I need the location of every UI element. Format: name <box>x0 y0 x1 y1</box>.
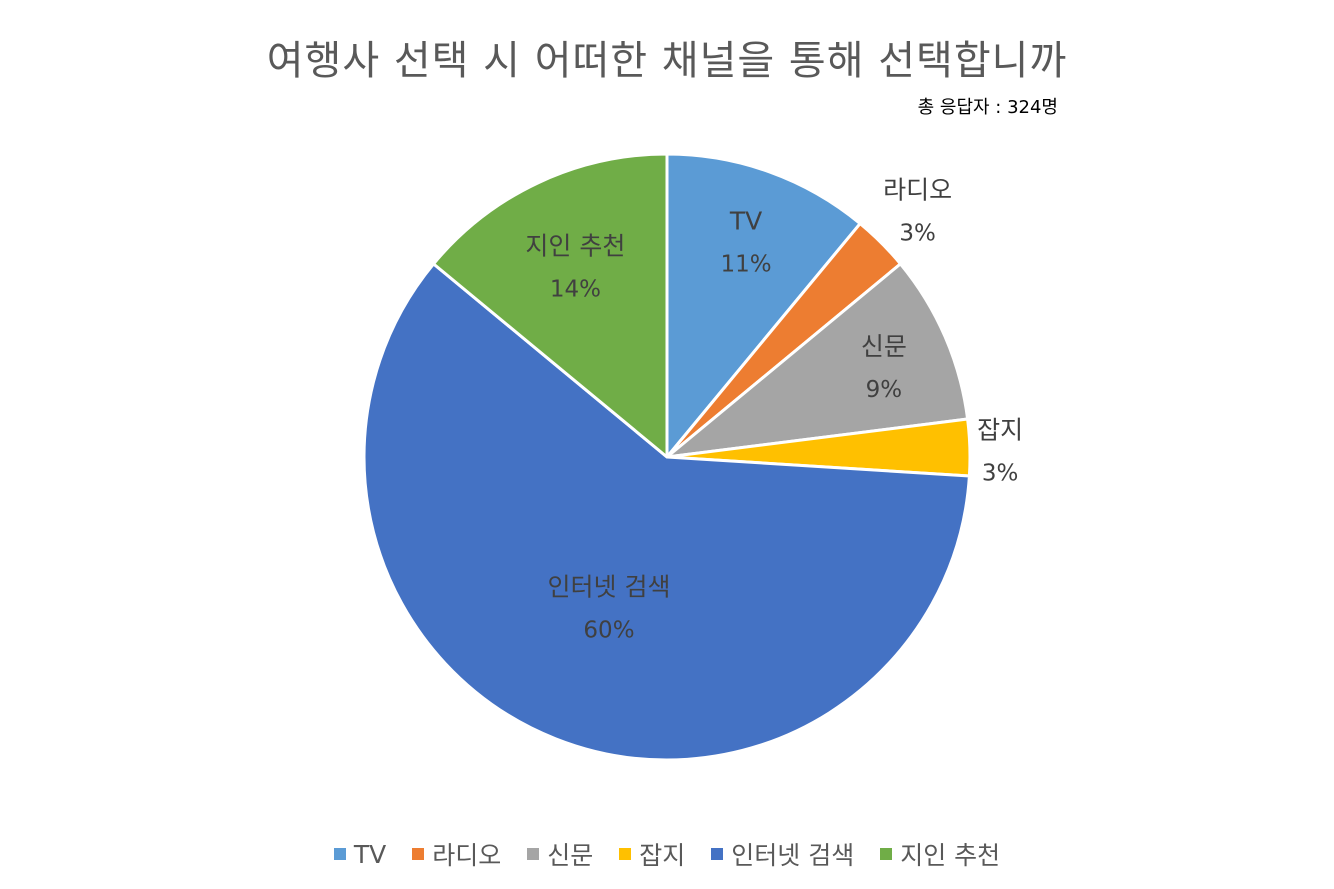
legend-label-newspaper: 신문 <box>547 841 594 870</box>
legend-label-radio: 라디오 <box>432 841 502 870</box>
pie-slice-internet-search <box>362 262 971 762</box>
slice-label-radio: 라디오 <box>883 175 952 204</box>
legend-item-newspaper: 신문 <box>527 836 593 872</box>
legend-item-radio: 라디오 <box>412 836 501 872</box>
slice-label-internet-search: 인터넷 검색 <box>548 572 671 601</box>
legend-item-referral: 지인 추천 <box>880 836 1000 872</box>
chart-legend: TV 라디오 신문 잡지 인터넷 검색 지인 추천 <box>0 836 1334 872</box>
legend-swatch-referral <box>880 848 893 860</box>
slice-label-newspaper: 신문 <box>861 332 907 361</box>
legend-swatch-radio <box>412 848 425 860</box>
legend-label-internet-search: 인터넷 검색 <box>731 841 855 870</box>
pie-slice-referral <box>432 152 669 459</box>
legend-item-internet-search: 인터넷 검색 <box>711 836 854 872</box>
slice-label-magazine: 잡지 <box>977 416 1023 445</box>
legend-label-magazine: 잡지 <box>639 841 686 870</box>
legend-item-magazine: 잡지 <box>619 836 685 872</box>
legend-label-tv: TV <box>353 839 387 869</box>
legend-label-referral: 지인 추천 <box>900 841 1001 870</box>
pie-slice-newspaper <box>665 262 970 459</box>
legend-swatch-magazine <box>619 848 632 860</box>
legend-swatch-internet-search <box>711 848 724 860</box>
legend-item-tv: TV <box>333 839 387 869</box>
legend-swatch-newspaper <box>527 848 540 860</box>
slice-value-magazine: 3% <box>982 461 1019 487</box>
pie-slice-tv <box>665 152 862 459</box>
slice-value-referral: 14% <box>550 276 601 302</box>
chart-title: 여행사 선택 시 어떠한 채널을 통해 선택합니까 <box>266 38 1068 84</box>
slice-label-referral: 지인 추천 <box>525 231 625 260</box>
chart-subtitle: 총 응답자 : 324명 <box>917 97 1058 118</box>
slice-value-tv: 11% <box>720 251 771 277</box>
slice-value-internet-search: 60% <box>583 617 634 643</box>
slice-label-tv: TV <box>729 206 762 235</box>
legend-swatch-tv <box>333 848 346 860</box>
slice-value-radio: 3% <box>899 220 936 246</box>
slice-value-newspaper: 9% <box>866 377 903 403</box>
